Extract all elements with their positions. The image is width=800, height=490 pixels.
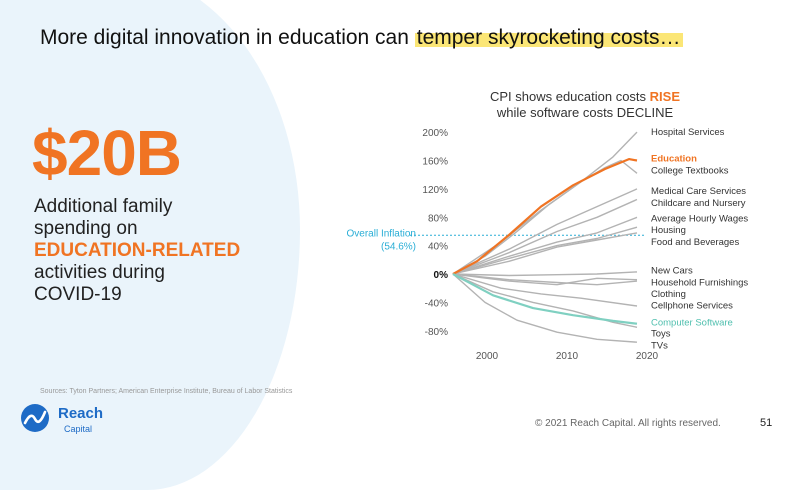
series-line-food-and-beverages: [452, 232, 638, 275]
logo-name: Reach: [58, 405, 104, 422]
chart-title-prefix: CPI shows education costs: [490, 89, 650, 104]
series-label-toys: Toys: [651, 329, 671, 340]
chart-title-line-1: CPI shows education costs RISE: [490, 89, 680, 104]
y-tick-label-120: 120%: [422, 185, 448, 196]
y-tick-label-0: 0%: [434, 270, 449, 281]
stat-line-1: Additional family: [34, 196, 173, 217]
series-label-household-furnishings: Household Furnishings: [651, 278, 748, 289]
series-line-childcare-and-nursery: [452, 198, 638, 275]
series-line-average-hourly-wages: [452, 216, 638, 275]
series-label-new-cars: New Cars: [651, 265, 693, 276]
slide-title-prefix: More digital innovation in education can: [40, 26, 415, 49]
series-label-housing: Housing: [651, 225, 686, 236]
series-label-average-hourly-wages: Average Hourly Wages: [651, 214, 748, 225]
y-tick-label-80: 80%: [428, 213, 448, 224]
series-line-toys: [452, 273, 638, 328]
page-number: 51: [760, 417, 773, 429]
series-line-housing: [452, 226, 638, 275]
cpi-line-chart: CPI shows education costs RISE while sof…: [347, 89, 749, 362]
chart-title-highlight: RISE: [650, 89, 681, 104]
y-tick-label-80: -80%: [425, 327, 448, 338]
logo-subtitle: Capital: [64, 424, 93, 434]
y-tick-label-40: -40%: [425, 298, 448, 309]
series-label-education: Education: [651, 153, 697, 164]
series-label-cellphone-services: Cellphone Services: [651, 300, 733, 311]
stat-line-3: activities during: [34, 262, 165, 283]
slide-title: More digital innovation in education can…: [40, 26, 683, 50]
big-stat-value: $20B: [32, 117, 182, 189]
series-label-hospital-services: Hospital Services: [651, 127, 725, 138]
series-label-college-textbooks: College Textbooks: [651, 165, 729, 176]
x-tick-label-2020: 2020: [636, 351, 659, 362]
series-label-clothing: Clothing: [651, 289, 686, 300]
series-label-medical-care-services: Medical Care Services: [651, 186, 746, 197]
y-tick-label-40: 40%: [428, 242, 448, 253]
background-shape: [0, 0, 300, 490]
series-line-new-cars: [452, 271, 638, 277]
chart-title-line-2: while software costs DECLINE: [496, 105, 674, 120]
series-line-cellphone-services: [452, 273, 638, 307]
series-line-clothing: [452, 273, 638, 286]
series-label-tvs: TVs: [651, 341, 668, 352]
x-tick-label-2010: 2010: [556, 351, 579, 362]
stat-line-2: spending on: [34, 218, 138, 239]
series-line-computer-software: [452, 273, 638, 325]
series-line-household-furnishings: [452, 273, 638, 286]
series-label-food-and-beverages: Food and Beverages: [651, 237, 739, 248]
series-line-tvs: [452, 273, 638, 343]
overall-inflation-value: (54.6%): [381, 241, 416, 252]
stat-description: Additional family spending on EDUCATION-…: [34, 196, 274, 306]
stat-line-4: COVID-19: [34, 284, 122, 305]
reach-logo-icon: [21, 404, 49, 432]
series-line-education: [452, 158, 638, 275]
sources-note: Sources: Tyton Partners; American Enterp…: [40, 388, 293, 395]
overall-inflation-label: Overall Inflation: [347, 228, 416, 239]
x-tick-label-2000: 2000: [476, 351, 499, 362]
y-tick-label-160: 160%: [422, 156, 448, 167]
slide-title-highlight: temper skyrocketing costs…: [414, 26, 683, 49]
copyright-text: © 2021 Reach Capital. All rights reserve…: [535, 418, 721, 429]
y-tick-label-200: 200%: [422, 128, 448, 139]
stat-highlight: EDUCATION-RELATED: [34, 240, 241, 261]
series-line-college-textbooks: [452, 159, 638, 275]
series-label-computer-software: Computer Software: [651, 317, 733, 328]
series-label-childcare-and-nursery: Childcare and Nursery: [651, 198, 746, 209]
series-line-medical-care-services: [452, 188, 638, 275]
